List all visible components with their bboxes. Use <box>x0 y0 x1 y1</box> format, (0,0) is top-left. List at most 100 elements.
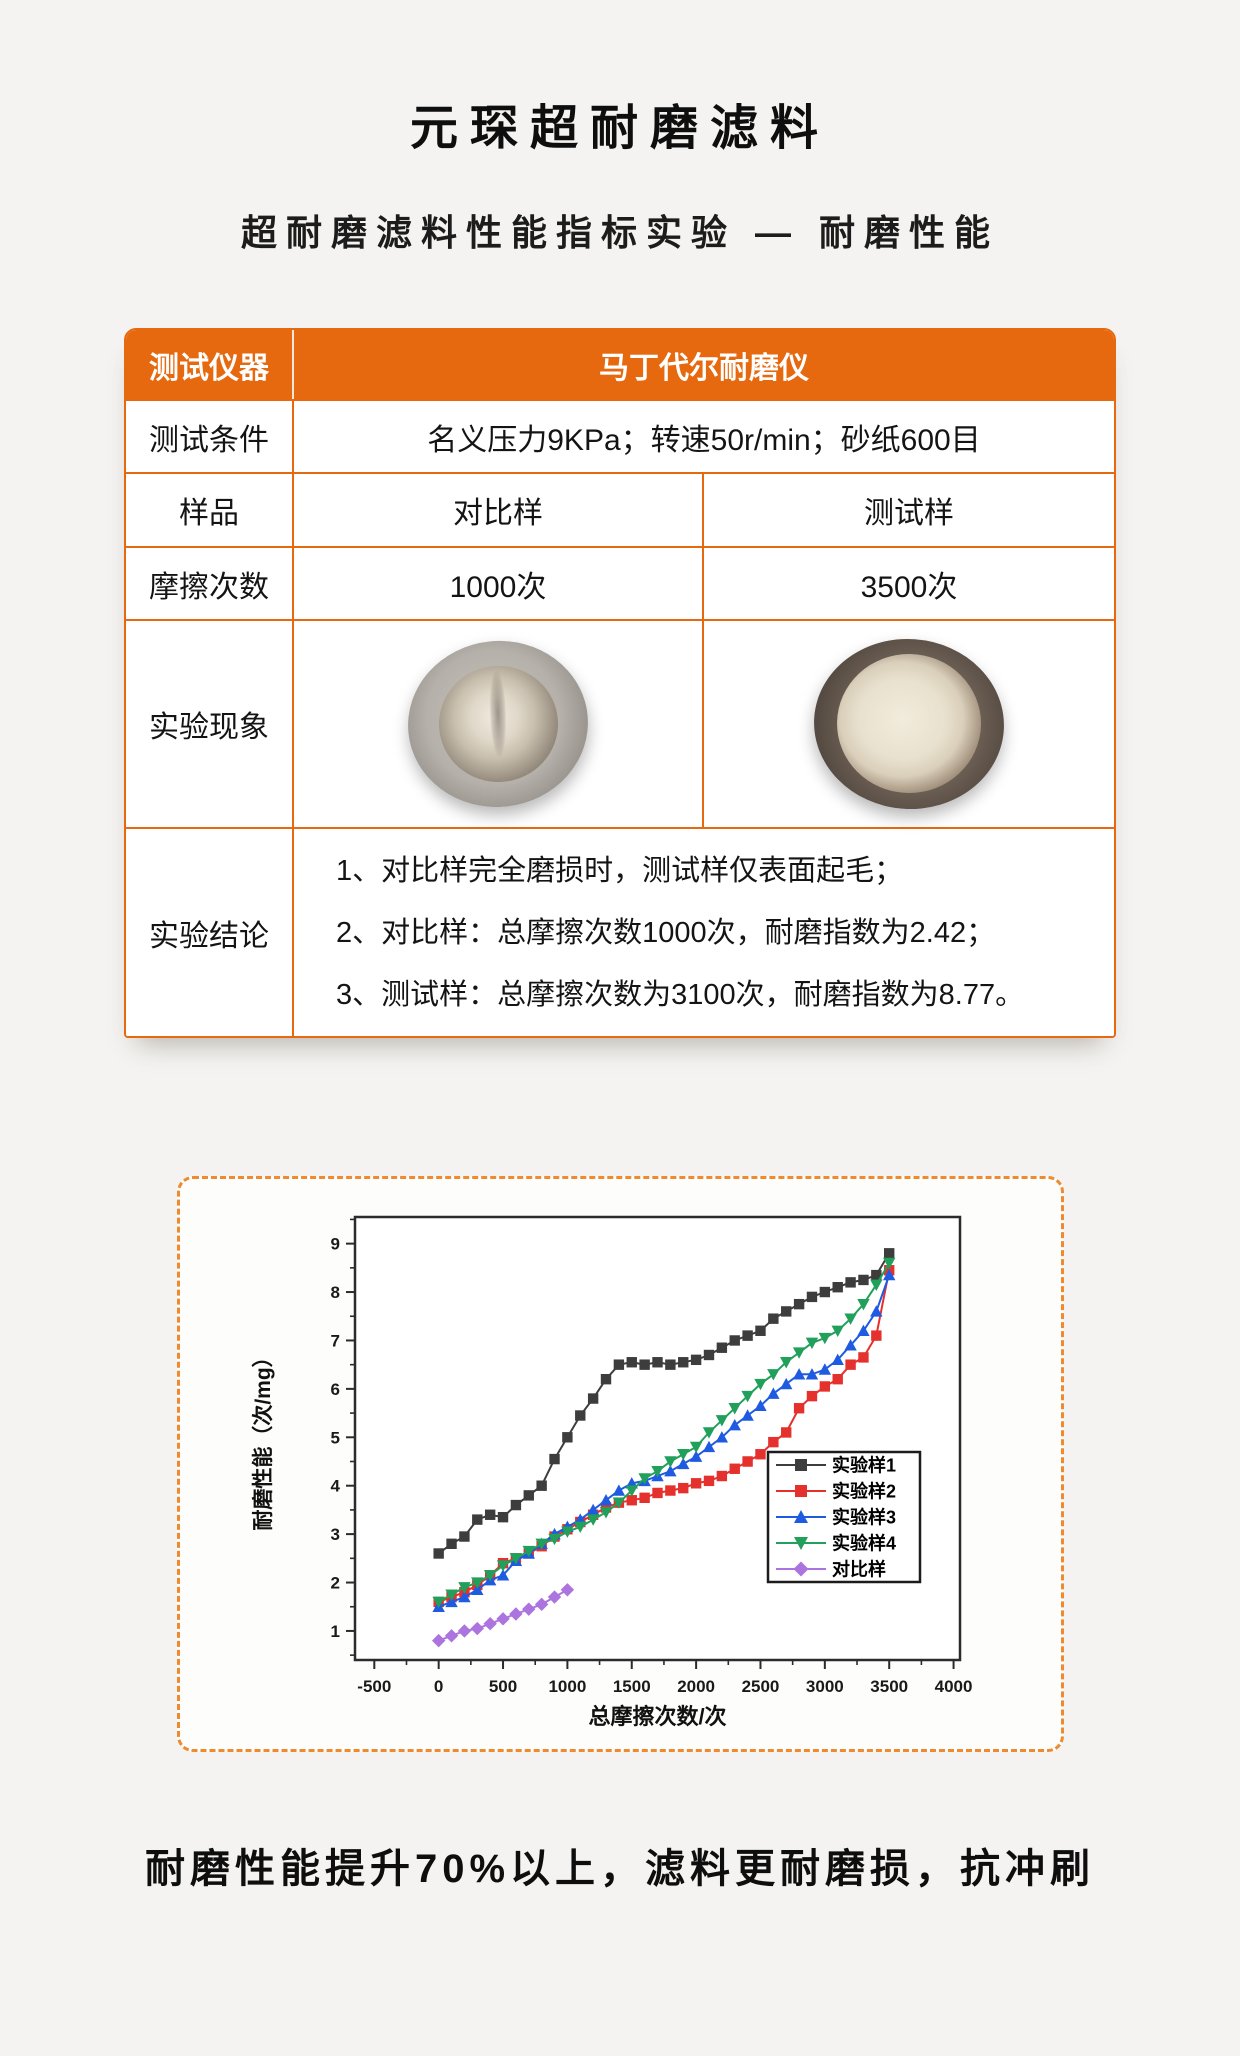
compare-sample-photo-cell <box>292 619 702 827</box>
series-marker <box>446 1538 457 1549</box>
x-axis-label: 总摩擦次数/次 <box>588 1704 726 1729</box>
series-marker <box>845 1358 856 1370</box>
page: 元琛超耐磨滤料 超耐磨滤料性能指标实验 — 耐磨性能 测试仪器 马丁代尔耐磨仪 … <box>0 88 1240 2056</box>
series-marker <box>445 1588 458 1601</box>
series-marker <box>677 1448 690 1460</box>
series-marker <box>792 1346 806 1359</box>
series-marker <box>780 1356 793 1368</box>
series-marker <box>599 1493 613 1505</box>
table-value-instrument: 马丁代尔耐磨仪 <box>292 330 1114 399</box>
series-marker <box>703 1349 715 1360</box>
series-marker <box>831 1325 844 1337</box>
series-marker <box>433 1547 444 1559</box>
series-marker <box>806 1390 818 1401</box>
series-marker <box>857 1298 870 1310</box>
legend-label-实验样1: 实验样1 <box>832 1454 896 1475</box>
table-label-sample: 样品 <box>126 472 292 546</box>
x-tick-label: 3500 <box>870 1677 908 1696</box>
conclusion-line-3: 3、测试样：总摩擦次数为3100次，耐磨指数为8.77。 <box>336 978 1025 1011</box>
y-axis-label: 耐磨性能（次/mg） <box>251 1346 275 1530</box>
legend-label-实验样4: 实验样4 <box>832 1532 896 1553</box>
series-marker <box>575 1409 586 1421</box>
legend-marker-实验样3 <box>794 1509 808 1523</box>
y-tick-label: 7 <box>331 1331 340 1350</box>
test-sample-photo-cell <box>702 619 1114 827</box>
wear-performance-chart: -500 0 500 1000 1500 2000 2500 3000 3500 4000 1 2 3 4… <box>251 1215 972 1729</box>
series-marker <box>844 1312 857 1325</box>
series-marker <box>716 1342 728 1353</box>
table-value-conclusions: 1、对比样完全磨损时，测试样仅表面起毛； 2、对比样：总摩擦次数1000次，耐磨… <box>292 827 1114 1036</box>
series-marker <box>819 1380 831 1392</box>
series-marker <box>781 1305 792 1317</box>
series-实验样1 <box>433 1247 895 1559</box>
chart-legend: 实验样1 实验样2 实验样3 实验样4 对比样 <box>766 1450 922 1583</box>
y-tick-label: 1 <box>331 1621 340 1640</box>
page-title: 元琛超耐磨滤料 <box>409 102 830 155</box>
series-marker <box>832 1281 843 1292</box>
series-marker <box>844 1338 857 1351</box>
series-marker <box>805 1367 819 1380</box>
series-marker <box>806 1291 818 1302</box>
series-marker <box>818 1332 832 1344</box>
series-marker <box>600 1373 612 1384</box>
series-marker <box>432 1596 445 1608</box>
series-marker <box>522 1601 536 1616</box>
test-sample-photo <box>808 632 1010 816</box>
series-marker <box>665 1484 676 1496</box>
series-marker <box>754 1399 767 1411</box>
x-tick-label: 1000 <box>548 1677 586 1696</box>
series-marker <box>755 1325 766 1336</box>
series-marker <box>703 1475 715 1486</box>
series-marker <box>870 1304 883 1317</box>
series-marker <box>793 1298 805 1309</box>
table-label-instrument: 测试仪器 <box>126 330 292 399</box>
series-marker <box>652 1487 663 1498</box>
series-marker <box>767 1368 780 1381</box>
legend-label-对比样: 对比样 <box>832 1558 886 1579</box>
series-marker <box>702 1426 716 1439</box>
conclusion-line-2: 2、对比样：总摩擦次数1000次，耐磨指数为2.42； <box>336 916 996 949</box>
series-marker <box>689 1449 703 1462</box>
legend-marker-实验样2 <box>795 1484 807 1497</box>
series-marker <box>729 1334 740 1346</box>
series-marker <box>458 1581 471 1594</box>
legend-marker-实验样1 <box>795 1458 807 1471</box>
series-marker <box>871 1269 882 1280</box>
series-marker <box>625 1484 638 1497</box>
series-marker <box>871 1329 882 1341</box>
y-tick-label: 9 <box>331 1234 340 1253</box>
series-marker <box>715 1414 729 1427</box>
series-marker <box>793 1402 805 1413</box>
legend-label-实验样2: 实验样2 <box>832 1480 896 1501</box>
series-marker <box>883 1257 896 1269</box>
series-marker <box>548 1533 561 1545</box>
y-tick-label: 4 <box>331 1476 341 1495</box>
table-value-sample-compare: 对比样 <box>292 472 702 546</box>
series-marker <box>471 1576 484 1589</box>
conclusion-line-1: 1、对比样完全磨损时，测试样仅表面起毛； <box>336 854 904 887</box>
series-marker <box>728 1402 741 1414</box>
series-marker <box>510 1499 522 1510</box>
series-marker <box>457 1623 472 1638</box>
test-sample-fuzzy-center <box>835 653 983 795</box>
series-marker <box>639 1358 650 1370</box>
y-tick-label: 6 <box>331 1379 340 1398</box>
series-marker <box>677 1457 690 1469</box>
x-tick-label: -500 <box>357 1677 391 1696</box>
series-marker <box>728 1418 741 1430</box>
series-marker <box>845 1276 856 1288</box>
table-label-conclusion: 实验结论 <box>126 827 292 1036</box>
series-marker <box>445 1595 458 1607</box>
table-value-sample-test: 测试样 <box>702 472 1114 546</box>
y-tick-label: 8 <box>331 1283 340 1302</box>
series-marker <box>664 1455 677 1468</box>
table-value-friction-test: 3500次 <box>702 546 1114 619</box>
wear-performance-chart-container: -500 0 500 1000 1500 2000 2500 3000 3500 4000 1 2 3 4… <box>176 1176 1064 1752</box>
y-tick-label: 3 <box>331 1525 340 1544</box>
series-marker <box>729 1463 740 1474</box>
series-marker <box>651 1465 664 1477</box>
series-marker <box>496 1559 510 1572</box>
series-marker <box>509 1552 523 1565</box>
series-marker <box>470 1621 484 1635</box>
series-marker <box>754 1378 767 1390</box>
